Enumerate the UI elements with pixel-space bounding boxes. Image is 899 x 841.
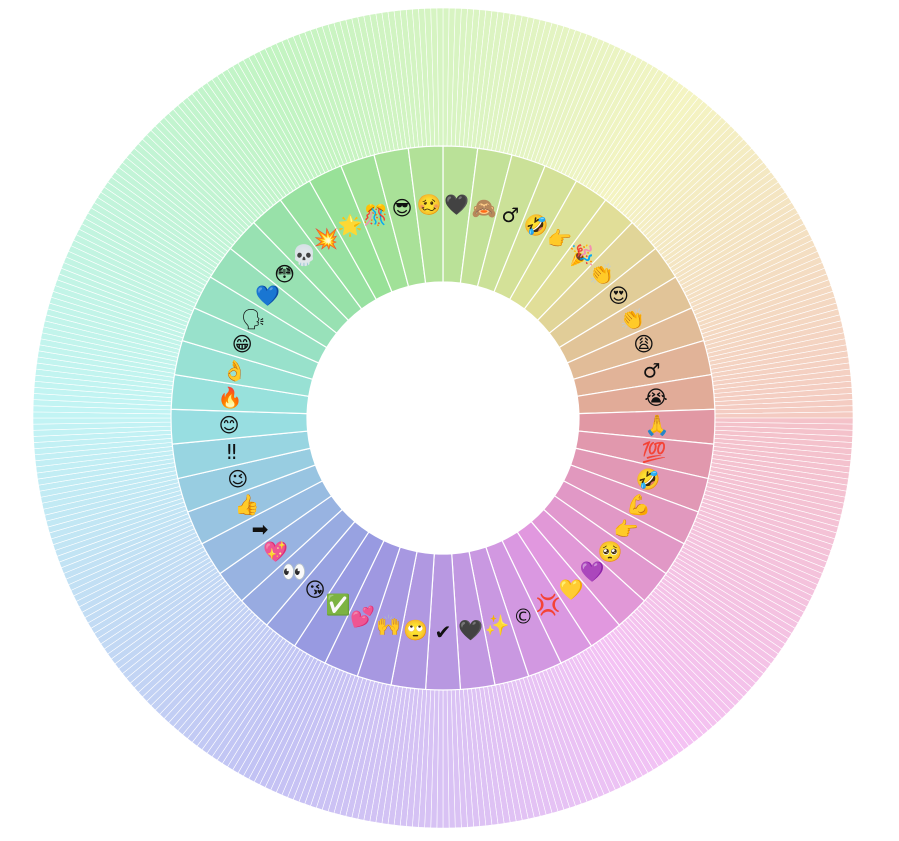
segment-label: 🥴 xyxy=(417,192,442,216)
segment-label: 💖 xyxy=(263,539,288,563)
segment-label: 😎 xyxy=(392,196,413,220)
segment-label: ➡ xyxy=(252,517,269,541)
segment-label: 😭 xyxy=(644,386,667,410)
segment-label: ✔ xyxy=(435,620,452,644)
segment-label: 💥 xyxy=(314,227,339,251)
segment-label: 👉 xyxy=(614,517,639,541)
segment-label: 💙 xyxy=(255,284,280,308)
segment-label: 🎊 xyxy=(363,203,388,227)
segment-label: 💪 xyxy=(626,493,651,517)
segment-label: ♂ xyxy=(501,203,519,227)
segment-label: 💕 xyxy=(350,604,375,628)
segment-label: 😊 xyxy=(219,413,240,437)
segment-label: 😁 xyxy=(232,332,253,356)
segment-label: 🙌 xyxy=(376,613,401,637)
segment-label: 🤣 xyxy=(635,467,661,492)
segment-label: 🗣 xyxy=(241,307,266,331)
segment-label: 🔥 xyxy=(218,386,243,410)
segment-label: 👉 xyxy=(547,227,572,251)
segment-label: 💜 xyxy=(579,560,604,584)
segment-label: 👀 xyxy=(282,560,307,584)
segment-label: 😘 xyxy=(305,578,326,602)
segment-label: 🙏 xyxy=(644,413,669,437)
segment-label: 🖤 xyxy=(458,618,483,642)
segment-label: 😍 xyxy=(608,284,629,308)
inner-ring xyxy=(170,145,716,691)
segment-label: 🥺 xyxy=(598,539,623,563)
segment-label: 😩 xyxy=(633,332,654,356)
segment-label: 👏 xyxy=(589,262,614,286)
segment-label: 🎉 xyxy=(569,243,594,267)
segment-label: 🌟 xyxy=(338,213,363,237)
segment-label: ♂ xyxy=(643,358,661,382)
segment-label: © xyxy=(513,604,533,628)
segment-label: 😉 xyxy=(227,467,248,491)
inner-segment[interactable] xyxy=(407,145,444,284)
segment-label: ‼ xyxy=(227,440,237,464)
segment-label: 👏 xyxy=(620,307,645,331)
segment-label: 💛 xyxy=(559,578,584,602)
segment-label: 🙄 xyxy=(403,618,428,642)
segment-label: 🤣 xyxy=(522,213,548,238)
segment-label: 🖤 xyxy=(444,192,469,216)
segment-label: 💢 xyxy=(536,593,561,617)
segment-label: 😳 xyxy=(274,262,295,286)
emoji-labels: 🖤 🙈 ♂ 🤣👉🎉👏😍👏😩♂😭🙏💯🤣💪👉🥺💜💛💢©✨🖤✔🙄🙌💕✅😘👀💖➡👍😉‼😊🔥👌😁… xyxy=(218,192,670,644)
segment-label: 👍 xyxy=(235,493,260,517)
segment-label: ✨ xyxy=(485,613,510,637)
segment-label: 💀 xyxy=(292,243,317,267)
segment-label: ✅ xyxy=(326,593,351,617)
segment-label: 👌 xyxy=(222,358,247,382)
segment-label: 💯 xyxy=(642,440,667,464)
outer-ring xyxy=(32,7,854,829)
segment-label: 🙈 xyxy=(471,196,496,220)
